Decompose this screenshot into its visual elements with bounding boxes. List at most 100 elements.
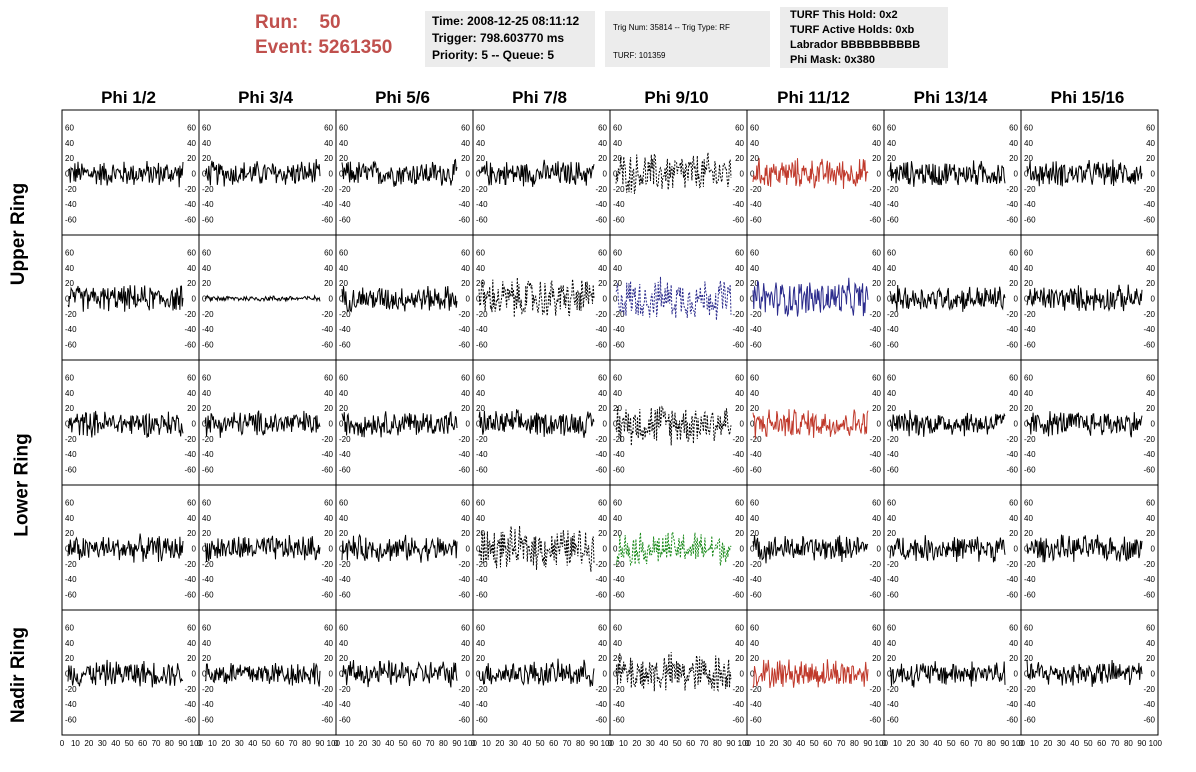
y-tick-label-right: -20 [321, 435, 333, 444]
waveform-trace [204, 410, 321, 438]
event-number: Event: 5261350 [255, 37, 393, 58]
y-tick-label-right: 20 [187, 654, 196, 663]
y-tick-label-right: -40 [184, 575, 196, 584]
x-tick-label: 20 [221, 739, 230, 748]
y-tick-label-right: 20 [324, 404, 333, 413]
y-tick-label-right: -60 [184, 466, 196, 475]
y-tick-label-left: -40 [202, 325, 214, 334]
y-tick-label-right: -40 [1006, 325, 1018, 334]
y-tick-label-right: 20 [461, 654, 470, 663]
y-tick-label-left: -20 [476, 435, 488, 444]
x-tick-label: 10 [482, 739, 491, 748]
y-tick-label-right: -20 [1143, 185, 1155, 194]
y-tick-label-right: 40 [1146, 514, 1155, 523]
y-tick-label-right: -20 [869, 185, 881, 194]
y-tick-label-right: 0 [877, 420, 882, 429]
waveform-trace [615, 152, 732, 194]
turf-active-holds-text: TURF Active Holds: 0xb [790, 24, 915, 36]
y-tick-label-left: 20 [476, 654, 485, 663]
y-tick-label-left: 60 [750, 123, 759, 132]
y-tick-label-left: -40 [1024, 450, 1036, 459]
y-tick-label-right: -60 [1143, 466, 1155, 475]
y-tick-label-left: -60 [339, 466, 351, 475]
y-tick-label-left: -20 [202, 435, 214, 444]
y-tick-label-left: 40 [476, 139, 485, 148]
y-tick-label-right: 20 [598, 404, 607, 413]
y-tick-label-left: 20 [476, 279, 485, 288]
x-tick-label: 70 [974, 739, 983, 748]
x-tick-label: 10 [893, 739, 902, 748]
y-tick-label-right: 0 [877, 670, 882, 679]
y-tick-label-right: -20 [732, 685, 744, 694]
y-tick-label-right: -40 [869, 575, 881, 584]
y-tick-label-right: -60 [184, 591, 196, 600]
y-tick-label-right: -60 [1006, 341, 1018, 350]
y-tick-label-left: 40 [613, 139, 622, 148]
x-tick-label: 0 [745, 739, 750, 748]
y-tick-label-right: -20 [1006, 310, 1018, 319]
y-tick-label-right: 0 [740, 420, 745, 429]
x-tick-label: 40 [933, 739, 942, 748]
x-tick-label: 40 [796, 739, 805, 748]
y-tick-label-left: -40 [1024, 325, 1036, 334]
y-tick-label-left: 0 [65, 545, 70, 554]
y-tick-label-left: 40 [1024, 389, 1033, 398]
y-tick-label-left: -60 [339, 216, 351, 225]
y-tick-label-left: -60 [613, 216, 625, 225]
y-tick-label-right: 40 [324, 389, 333, 398]
y-tick-label-left: 40 [202, 514, 211, 523]
y-tick-label-right: 0 [1014, 420, 1019, 429]
y-tick-label-left: 20 [65, 279, 74, 288]
y-tick-label-left: 0 [750, 170, 755, 179]
y-tick-label-right: -60 [1006, 466, 1018, 475]
y-tick-label-left: 60 [476, 498, 485, 507]
y-tick-label-left: 0 [613, 545, 618, 554]
y-tick-label-right: 60 [461, 248, 470, 257]
y-tick-label-right: 40 [324, 514, 333, 523]
y-tick-label-left: -40 [202, 450, 214, 459]
x-tick-label: 50 [262, 739, 271, 748]
y-tick-label-right: 0 [877, 295, 882, 304]
y-tick-label-right: 20 [735, 404, 744, 413]
y-tick-label-right: 60 [598, 623, 607, 632]
waveform-trace [478, 277, 595, 318]
y-tick-label-right: 60 [187, 623, 196, 632]
y-tick-label-left: 20 [65, 154, 74, 163]
y-tick-label-right: 40 [1146, 639, 1155, 648]
y-tick-label-right: 0 [1151, 545, 1156, 554]
y-tick-label-left: 0 [1024, 295, 1029, 304]
y-tick-label-left: 40 [750, 264, 759, 273]
x-tick-label: 20 [906, 739, 915, 748]
y-tick-label-left: 60 [887, 623, 896, 632]
y-tick-label-left: 40 [202, 264, 211, 273]
y-tick-label-right: 40 [872, 139, 881, 148]
y-tick-label-left: 20 [202, 154, 211, 163]
y-tick-label-right: 40 [187, 264, 196, 273]
y-tick-label-left: 40 [65, 514, 74, 523]
y-tick-label-left: 0 [202, 170, 207, 179]
y-tick-label-right: -40 [595, 700, 607, 709]
y-tick-label-right: -20 [458, 185, 470, 194]
y-tick-label-right: 40 [735, 264, 744, 273]
y-tick-label-left: 20 [613, 654, 622, 663]
turf-this-hold-text: TURF This Hold: 0x2 [790, 9, 898, 21]
y-tick-label-left: 40 [613, 514, 622, 523]
y-tick-label-right: 40 [598, 639, 607, 648]
y-tick-label-left: 40 [339, 389, 348, 398]
y-tick-label-left: -40 [750, 200, 762, 209]
y-tick-label-left: -20 [65, 435, 77, 444]
y-tick-label-right: -60 [321, 466, 333, 475]
y-tick-label-left: -20 [476, 685, 488, 694]
y-tick-label-right: -60 [321, 716, 333, 725]
waveform-trace [67, 160, 184, 188]
y-tick-label-left: 60 [613, 248, 622, 257]
y-tick-label-left: 20 [1024, 154, 1033, 163]
y-tick-label-left: -20 [887, 310, 899, 319]
x-tick-label: 0 [334, 739, 339, 748]
y-tick-label-left: 0 [887, 670, 892, 679]
y-tick-label-left: -20 [339, 185, 351, 194]
y-tick-label-right: 40 [1009, 389, 1018, 398]
y-tick-label-right: 20 [324, 154, 333, 163]
y-tick-label-right: 60 [735, 248, 744, 257]
